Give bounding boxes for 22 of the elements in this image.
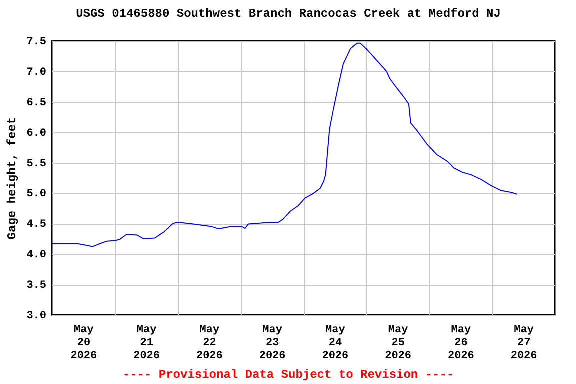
x-tick-label: May 23 2026 <box>259 324 286 362</box>
x-tick-label: May 20 2026 <box>70 324 98 362</box>
y-tick-label: 6.0 <box>26 128 46 140</box>
line-series <box>52 42 518 248</box>
y-axis-title: Gage height, feet <box>6 117 20 240</box>
y-tick-label: 5.5 <box>26 158 47 170</box>
x-tick-label: May 26 2026 <box>448 324 474 362</box>
y-tick-label: 6.5 <box>26 97 47 110</box>
x-tick-label: May 25 2026 <box>385 324 412 362</box>
y-tick-label: 3.0 <box>26 310 46 322</box>
y-tick-label: 5.0 <box>26 188 46 201</box>
y-tick-label: 7.5 <box>26 36 47 48</box>
y-tick-label: 4.0 <box>26 250 46 262</box>
text: ---- Provisional Data Subject to Revision ---- <box>122 368 454 382</box>
chart-title: USGS 01465880 Southwest Branch Rancocas Creek at Medford NJ <box>76 7 501 21</box>
x-tick-label: May 22 2026 <box>196 324 223 362</box>
y-tick-label: 4.5 <box>26 219 47 232</box>
x-tick-label: May 24 2026 <box>322 324 349 362</box>
x-tick-label: May 27 2026 <box>510 324 538 362</box>
y-tick-label: 3.5 <box>26 280 47 292</box>
y-tick-label: 7.0 <box>26 66 46 79</box>
x-tick-label: May 21 2026 <box>134 324 160 362</box>
